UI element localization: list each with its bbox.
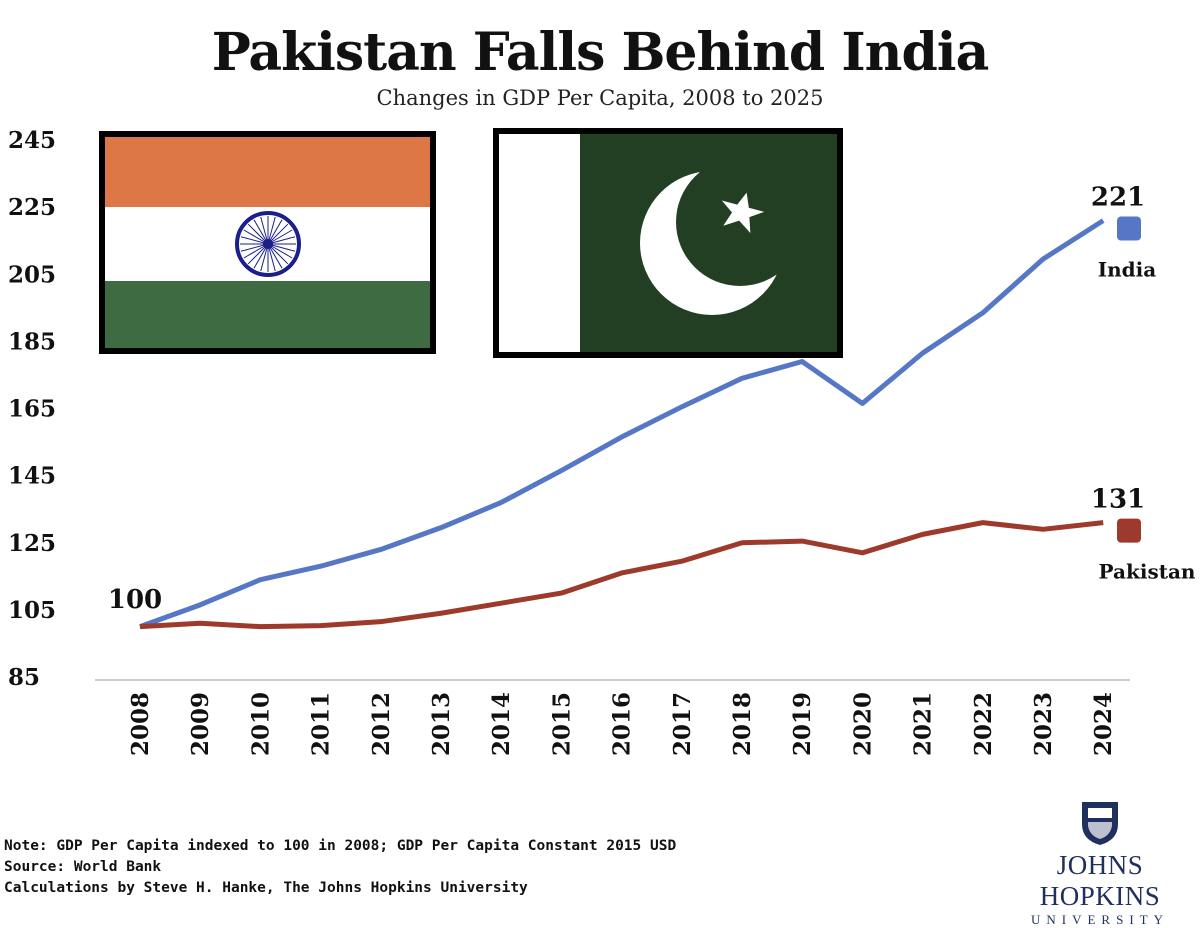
end-value-label: 221 [1091, 183, 1145, 213]
x-tick-label: 2012 [368, 692, 395, 756]
x-tick-label: 2022 [970, 692, 997, 756]
series-name-label: Pakistan [1099, 560, 1196, 584]
y-tick-label: 85 [8, 664, 40, 691]
x-tick-label: 2016 [609, 692, 636, 756]
y-tick-label: 145 [8, 463, 56, 490]
y-tick-label: 225 [8, 194, 56, 221]
x-tick-label: 2023 [1030, 692, 1057, 756]
y-tick-label: 205 [8, 261, 56, 288]
logo-line1: JOHNS HOPKINS [1039, 850, 1161, 911]
start-value-label: 100 [108, 585, 162, 615]
x-tick-label: 2013 [428, 692, 455, 756]
y-tick-label: 185 [8, 328, 56, 355]
x-tick-label: 2009 [187, 692, 214, 756]
shield-icon [1082, 802, 1118, 845]
jhu-logo: JOHNS HOPKINS UNIVERSITY [1010, 800, 1190, 928]
x-tick-label: 2014 [488, 692, 515, 756]
chart-canvas: 85 105 125 145 165 185 205 225 245 2008 2009 2010 2… [8, 127, 1196, 756]
x-tick-label: 2010 [247, 692, 274, 756]
x-tick-label: 2017 [669, 692, 696, 756]
y-tick-label: 105 [8, 597, 56, 624]
series-name-label: India [1098, 258, 1156, 282]
x-tick-label: 2011 [308, 692, 335, 756]
x-tick-label: 2008 [127, 692, 154, 756]
x-tick-label: 2024 [1090, 692, 1117, 756]
pakistan-flag [493, 128, 843, 358]
y-tick-label: 165 [8, 396, 56, 423]
y-tick-label: 125 [8, 530, 56, 557]
footer-source: Source: World Bank [4, 859, 162, 875]
x-tick-label: 2021 [910, 692, 937, 756]
x-tick-label: 2019 [789, 692, 816, 756]
chart-title: Pakistan Falls Behind India [211, 22, 990, 83]
end-value-label: 131 [1091, 485, 1145, 515]
x-tick-label: 2015 [548, 692, 575, 756]
footer-notes: Note: GDP Per Capita indexed to 100 in 2… [4, 836, 676, 899]
series-line-india [139, 218, 1105, 630]
logo-line2: UNIVERSITY [1031, 912, 1169, 927]
x-tick-label: 2020 [849, 692, 876, 756]
india-flag [99, 131, 436, 354]
y-tick-label: 245 [8, 127, 56, 154]
chart-subtitle: Changes in GDP Per Capita, 2008 to 2025 [376, 86, 824, 110]
x-tick-label: 2018 [729, 692, 756, 756]
legend-marker-india [1117, 216, 1141, 241]
footer-credit: Calculations by Steve H. Hanke, The John… [4, 880, 528, 896]
series-line-pakistan [139, 520, 1104, 630]
legend-marker-pakistan [1117, 518, 1141, 543]
footer-note: Note: GDP Per Capita indexed to 100 in 2… [4, 838, 677, 854]
